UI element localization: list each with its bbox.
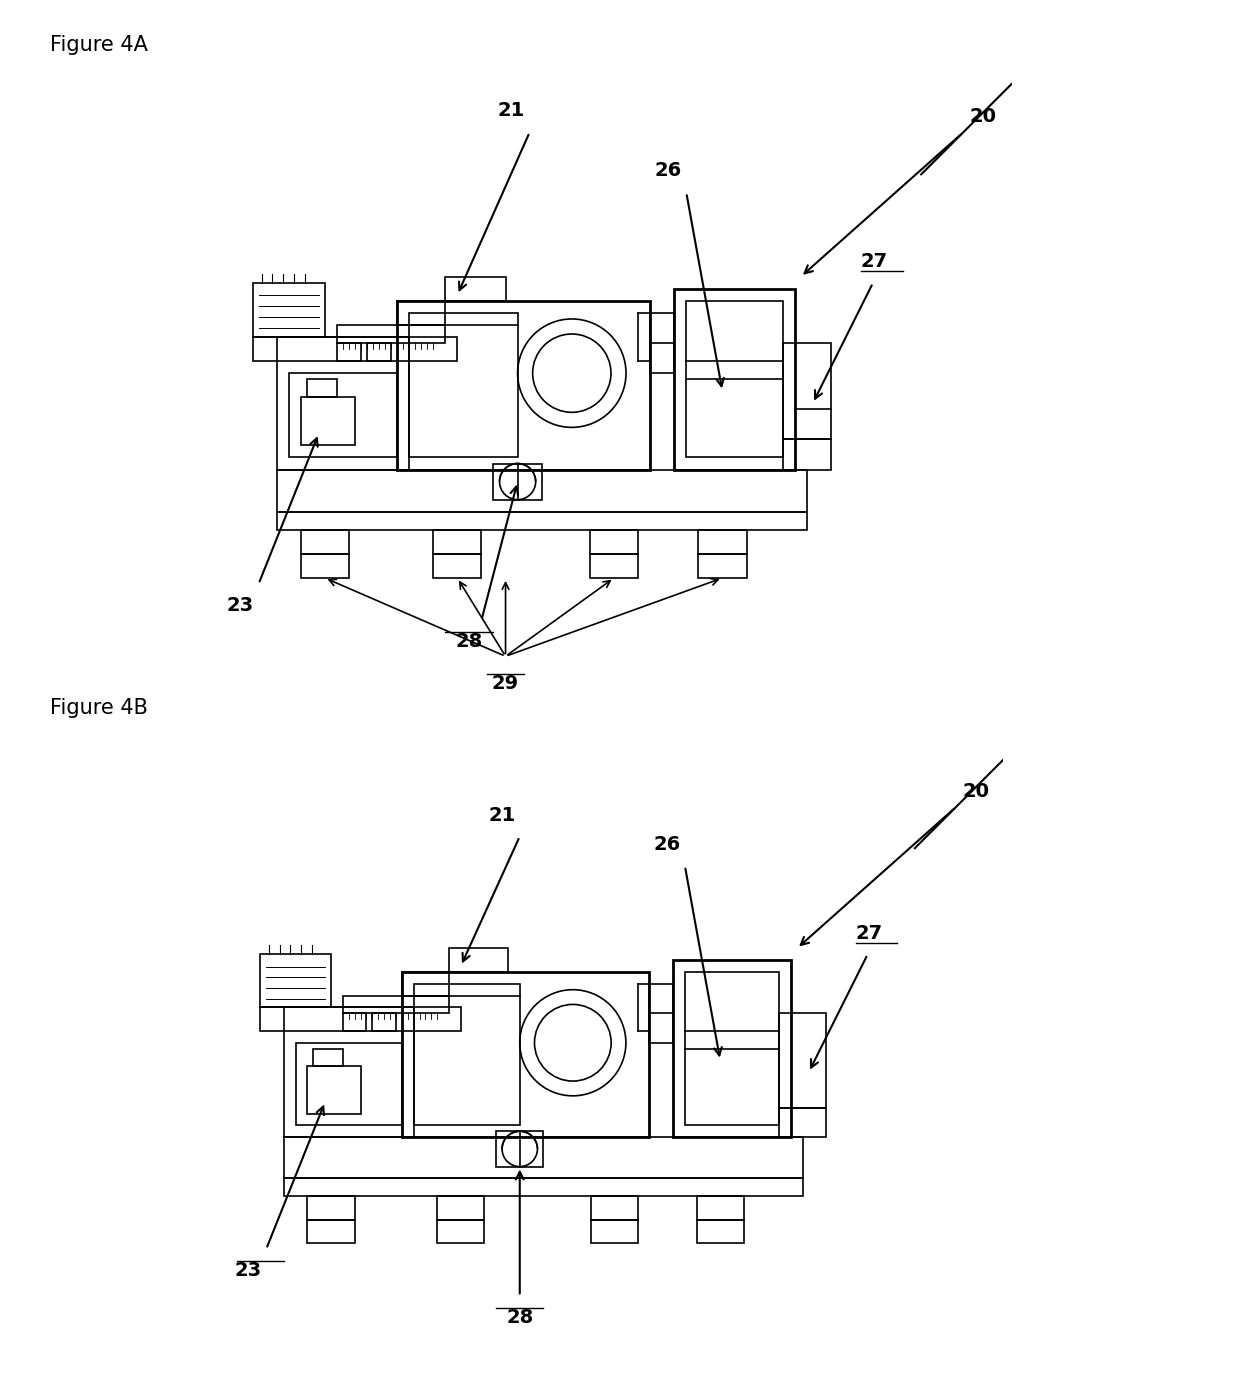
Text: 20: 20	[970, 107, 997, 126]
Bar	[289, 374, 397, 458]
Bar	[253, 283, 325, 338]
Bar	[590, 554, 639, 578]
Bar	[308, 1219, 355, 1243]
Bar	[253, 338, 458, 361]
Bar	[590, 1196, 637, 1219]
Text: 27: 27	[856, 923, 883, 943]
Bar	[409, 312, 517, 458]
Bar	[314, 1049, 342, 1066]
Bar	[277, 512, 807, 530]
Bar	[779, 1013, 826, 1108]
Bar	[337, 343, 361, 361]
Bar	[397, 301, 445, 325]
Bar	[295, 1043, 402, 1126]
Bar	[782, 343, 831, 439]
Text: 21: 21	[489, 805, 516, 824]
Bar	[397, 301, 650, 470]
Bar	[675, 289, 795, 470]
Bar	[445, 276, 506, 301]
Bar	[494, 463, 542, 499]
Bar	[698, 530, 746, 554]
Bar	[301, 398, 355, 445]
Bar	[402, 972, 650, 1137]
Bar	[306, 379, 337, 398]
Bar	[449, 949, 508, 972]
Bar	[367, 343, 391, 361]
Bar	[433, 530, 481, 554]
Bar	[590, 1219, 637, 1243]
Bar	[372, 1013, 396, 1031]
Bar	[284, 1137, 802, 1179]
Bar	[260, 954, 331, 1007]
Text: 26: 26	[655, 162, 682, 180]
Bar	[342, 1013, 367, 1031]
Bar	[342, 996, 449, 1013]
Bar	[697, 1219, 744, 1243]
Bar	[684, 972, 779, 1126]
Bar	[438, 1219, 485, 1243]
Bar	[260, 1007, 461, 1031]
Bar	[673, 960, 791, 1137]
Text: 28: 28	[506, 1309, 533, 1327]
Text: 23: 23	[234, 1261, 262, 1281]
Bar	[277, 470, 807, 512]
Text: 27: 27	[861, 251, 888, 271]
Bar	[650, 312, 675, 374]
Bar	[308, 1196, 355, 1219]
Text: 26: 26	[653, 836, 681, 854]
Text: 20: 20	[962, 783, 990, 801]
Bar	[284, 1007, 414, 1137]
Text: Figure 4A: Figure 4A	[50, 35, 148, 54]
Bar	[782, 439, 831, 470]
Bar	[438, 1196, 485, 1219]
Bar	[650, 983, 673, 1043]
Bar	[414, 983, 520, 1126]
Bar	[698, 554, 746, 578]
Bar	[284, 1179, 802, 1196]
Text: Figure 4B: Figure 4B	[50, 698, 148, 717]
Text: 21: 21	[498, 102, 526, 120]
Bar	[697, 1196, 744, 1219]
Bar	[301, 530, 348, 554]
Bar	[337, 325, 445, 343]
Bar	[277, 338, 409, 470]
Bar	[686, 301, 782, 458]
Bar	[496, 1131, 543, 1166]
Bar	[433, 554, 481, 578]
Text: 28: 28	[456, 632, 484, 651]
Bar	[301, 554, 348, 578]
Bar	[779, 1108, 826, 1137]
Bar	[590, 530, 639, 554]
Bar	[402, 972, 449, 996]
Text: 23: 23	[227, 596, 254, 615]
Text: 29: 29	[492, 674, 520, 693]
Bar	[308, 1066, 361, 1113]
